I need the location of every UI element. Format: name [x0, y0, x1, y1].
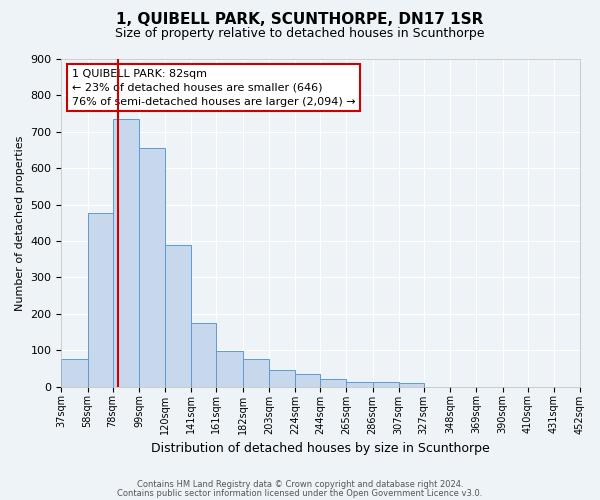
X-axis label: Distribution of detached houses by size in Scunthorpe: Distribution of detached houses by size …: [151, 442, 490, 455]
Text: Contains public sector information licensed under the Open Government Licence v3: Contains public sector information licen…: [118, 489, 482, 498]
Bar: [269, 370, 295, 386]
Bar: [165, 244, 191, 386]
Y-axis label: Number of detached properties: Number of detached properties: [15, 135, 25, 310]
Text: 1, QUIBELL PARK, SCUNTHORPE, DN17 1SR: 1, QUIBELL PARK, SCUNTHORPE, DN17 1SR: [116, 12, 484, 28]
Bar: [320, 380, 346, 386]
Bar: [242, 360, 269, 386]
Bar: [139, 148, 165, 386]
Bar: [61, 360, 88, 386]
Bar: [295, 374, 320, 386]
Text: Size of property relative to detached houses in Scunthorpe: Size of property relative to detached ho…: [115, 28, 485, 40]
Bar: [217, 352, 242, 386]
Text: 1 QUIBELL PARK: 82sqm
← 23% of detached houses are smaller (646)
76% of semi-det: 1 QUIBELL PARK: 82sqm ← 23% of detached …: [72, 69, 355, 107]
Bar: [113, 118, 139, 386]
Bar: [373, 382, 399, 386]
Text: Contains HM Land Registry data © Crown copyright and database right 2024.: Contains HM Land Registry data © Crown c…: [137, 480, 463, 489]
Bar: [191, 323, 217, 386]
Bar: [88, 212, 113, 386]
Bar: [399, 383, 424, 386]
Bar: [346, 382, 373, 386]
Bar: [580, 385, 600, 386]
